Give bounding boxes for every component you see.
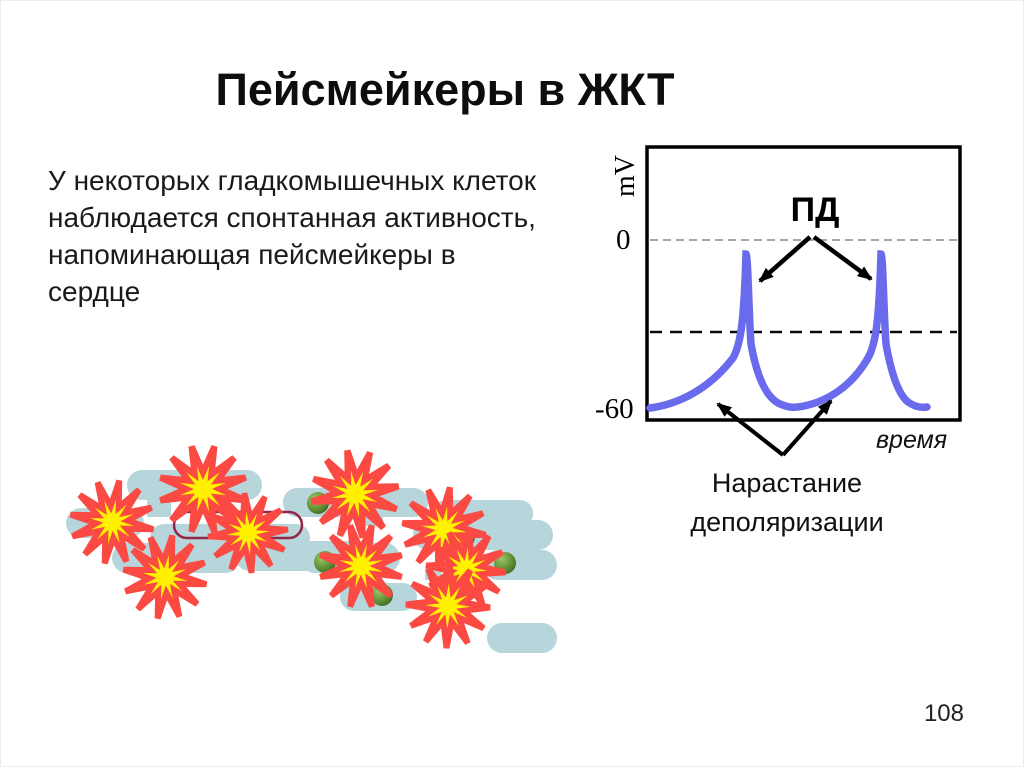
- page-title: Пейсмейкеры в ЖКТ: [215, 64, 675, 115]
- y-axis-unit-label: mV: [610, 155, 641, 197]
- depolarization-arrow-right: [781, 399, 833, 457]
- gi-smooth-muscle-illustration: [63, 435, 557, 664]
- body-text-line: У некоторых гладкомышечных клеток: [48, 165, 536, 196]
- body-text-line: напоминающая пейсмейкеры в: [48, 239, 456, 270]
- depolarization-annotation: Нарастание деполяризации: [656, 464, 918, 542]
- body-text-line: наблюдается спонтанная активность,: [48, 202, 536, 233]
- muscle-cell: [487, 623, 557, 653]
- membrane-potential-chart: [645, 145, 962, 457]
- chart-frame: [645, 145, 962, 422]
- body-text-line: сердце: [48, 276, 141, 307]
- annotation-line: Нарастание: [711, 468, 863, 498]
- pd-arrow-right: [812, 235, 873, 281]
- depolarization-arrow-left: [716, 402, 785, 457]
- page-number: 108: [923, 700, 964, 727]
- action-potential-label: ПД: [790, 191, 840, 229]
- body-text: У некоторых гладкомышечных клеток наблюд…: [48, 162, 633, 310]
- pd-arrow-left: [758, 235, 812, 283]
- y-tick-zero: 0: [616, 224, 631, 256]
- annotation-line: деполяризации: [690, 507, 884, 537]
- y-tick-minus-60: -60: [595, 393, 634, 425]
- membrane-potential-trace: [646, 250, 931, 412]
- x-axis-label: время: [876, 426, 948, 454]
